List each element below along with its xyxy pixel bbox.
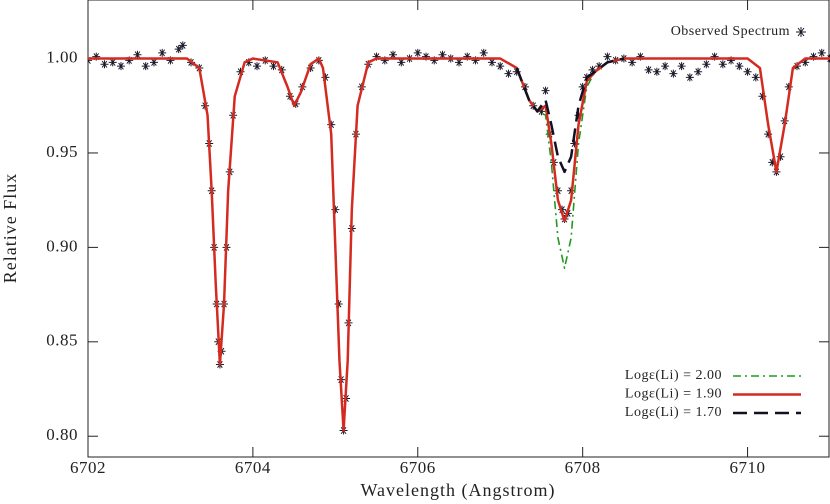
x-tick-label: 6704 (235, 458, 271, 477)
observed-point (603, 52, 612, 61)
observed-point (463, 52, 472, 61)
observed-point (438, 50, 447, 59)
observed-point (178, 41, 187, 50)
observed-point (702, 60, 711, 69)
observed-point (125, 56, 134, 65)
observed-point (628, 58, 637, 67)
observed-point (588, 65, 597, 74)
observed-point (817, 48, 826, 57)
legend-label: Logε(Li) = 1.90 (625, 387, 722, 402)
observed-point (685, 73, 694, 82)
legend-label: Observed Spectrum (671, 24, 790, 39)
observed-point (455, 58, 463, 67)
observed-point (397, 58, 406, 67)
observed-point (541, 86, 550, 95)
observed-point (321, 73, 330, 82)
y-tick-label: 1.00 (46, 47, 78, 66)
observed-point (331, 205, 340, 214)
observed-point (727, 56, 736, 65)
observed-point (413, 48, 422, 57)
observed-point (504, 69, 513, 78)
observed-point (471, 56, 480, 65)
observed-point (389, 50, 398, 59)
x-tick-label: 6708 (565, 458, 601, 477)
observed-point (512, 67, 521, 76)
y-tick-label: 0.95 (46, 142, 78, 161)
observed-point (652, 67, 661, 76)
y-tick-label: 0.85 (46, 331, 78, 350)
observed-point (718, 60, 727, 69)
observed-point (570, 139, 579, 148)
observed-point (133, 50, 142, 59)
observed-point (487, 58, 496, 67)
observed-point (158, 48, 167, 57)
observed-point (537, 107, 546, 116)
observed-point (677, 62, 686, 71)
plot-area (88, 41, 830, 435)
y-axis-title: Relative Flux (0, 173, 20, 284)
observed-point (661, 62, 670, 71)
model-line (515, 57, 625, 269)
observed-point (710, 52, 719, 61)
observed-point (174, 45, 183, 54)
observed-point (141, 62, 150, 71)
observed-point (236, 67, 245, 76)
legend-marker (796, 27, 806, 37)
observed-point (669, 69, 678, 78)
observed-point (430, 56, 439, 65)
observed-point (496, 62, 505, 71)
legend-label: Logε(Li) = 1.70 (625, 405, 722, 420)
observed-point (479, 48, 488, 57)
observed-point (108, 58, 117, 67)
observed-point (764, 130, 773, 139)
observed-point (768, 158, 777, 167)
observed-point (100, 60, 109, 69)
model-line (515, 57, 625, 174)
observed-point (751, 73, 760, 82)
observed-point (92, 52, 101, 61)
observed-point (776, 152, 785, 161)
x-tick-label: 6702 (70, 458, 106, 477)
plot-frame (87, 0, 830, 458)
observed-point (743, 67, 752, 76)
observed-point (758, 92, 767, 101)
y-tick-label: 0.80 (46, 425, 78, 444)
observed-point (149, 58, 158, 67)
observed-point (422, 52, 431, 61)
observed-point (735, 62, 744, 71)
observed-point (244, 58, 253, 67)
x-tick-label: 6710 (730, 458, 766, 477)
observed-point (380, 56, 389, 65)
y-tick-label: 0.90 (46, 236, 78, 255)
observed-point (372, 52, 381, 61)
observed-point (578, 82, 587, 91)
observed-point (636, 52, 645, 61)
x-tick-label: 6706 (400, 458, 436, 477)
observed-point (784, 82, 793, 91)
observed-point (694, 67, 703, 76)
observed-point (801, 58, 810, 67)
observed-point (269, 62, 278, 71)
observed-point (166, 56, 175, 65)
observed-point (809, 52, 818, 61)
legend-label: Logε(Li) = 2.00 (625, 368, 722, 383)
observed-point (574, 111, 583, 120)
observed-point (644, 65, 653, 74)
observed-point (116, 62, 125, 71)
x-axis-title: Wavelength (Angstrom) (360, 480, 555, 501)
observed-point (253, 62, 262, 71)
observed-point (595, 62, 604, 71)
